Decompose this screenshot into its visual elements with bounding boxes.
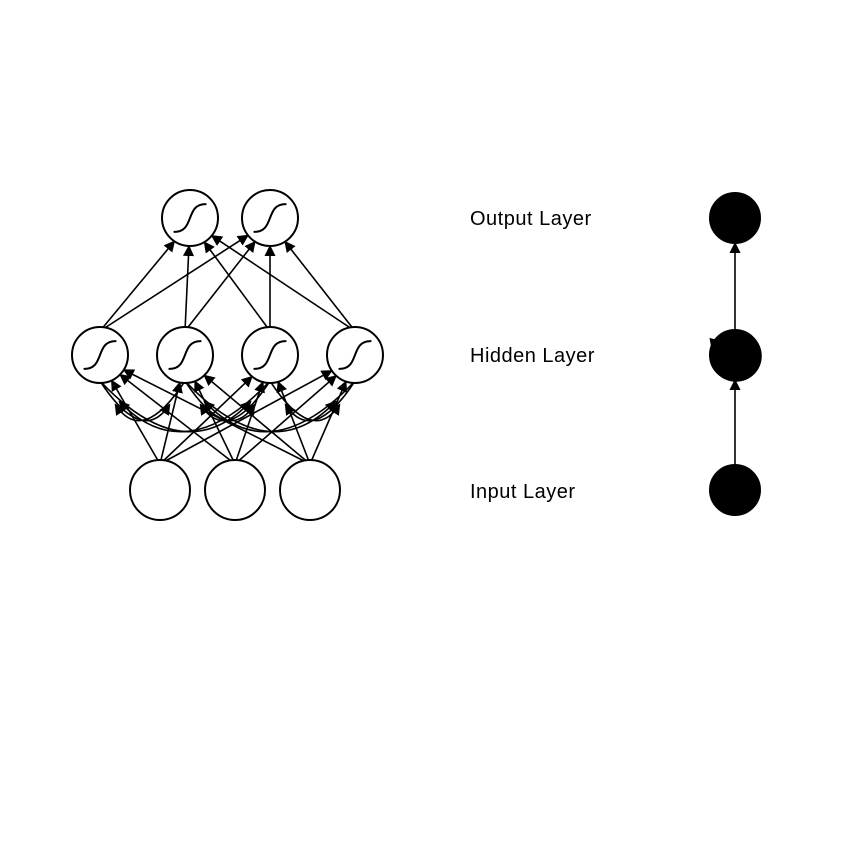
edge (204, 242, 270, 331)
summary-output-node (710, 193, 760, 243)
network-diagram: Output Layer Hidden Layer Input Layer (0, 0, 866, 866)
edge (160, 383, 180, 464)
edge (160, 377, 252, 464)
input-node (130, 460, 190, 520)
input-node (280, 460, 340, 520)
output-layer-label: Output Layer (470, 208, 592, 230)
edge (100, 241, 174, 331)
input-layer-label: Input Layer (470, 481, 576, 503)
input-node (205, 460, 265, 520)
edge (185, 246, 189, 331)
edge (285, 242, 355, 331)
edge (160, 371, 332, 464)
edge (212, 236, 355, 331)
edge-lateral (100, 381, 251, 432)
edge (100, 235, 248, 331)
summary-hidden-node (710, 330, 760, 380)
summary-input-node (710, 465, 760, 515)
hidden-layer-label: Hidden Layer (470, 345, 595, 367)
edge (185, 242, 255, 331)
